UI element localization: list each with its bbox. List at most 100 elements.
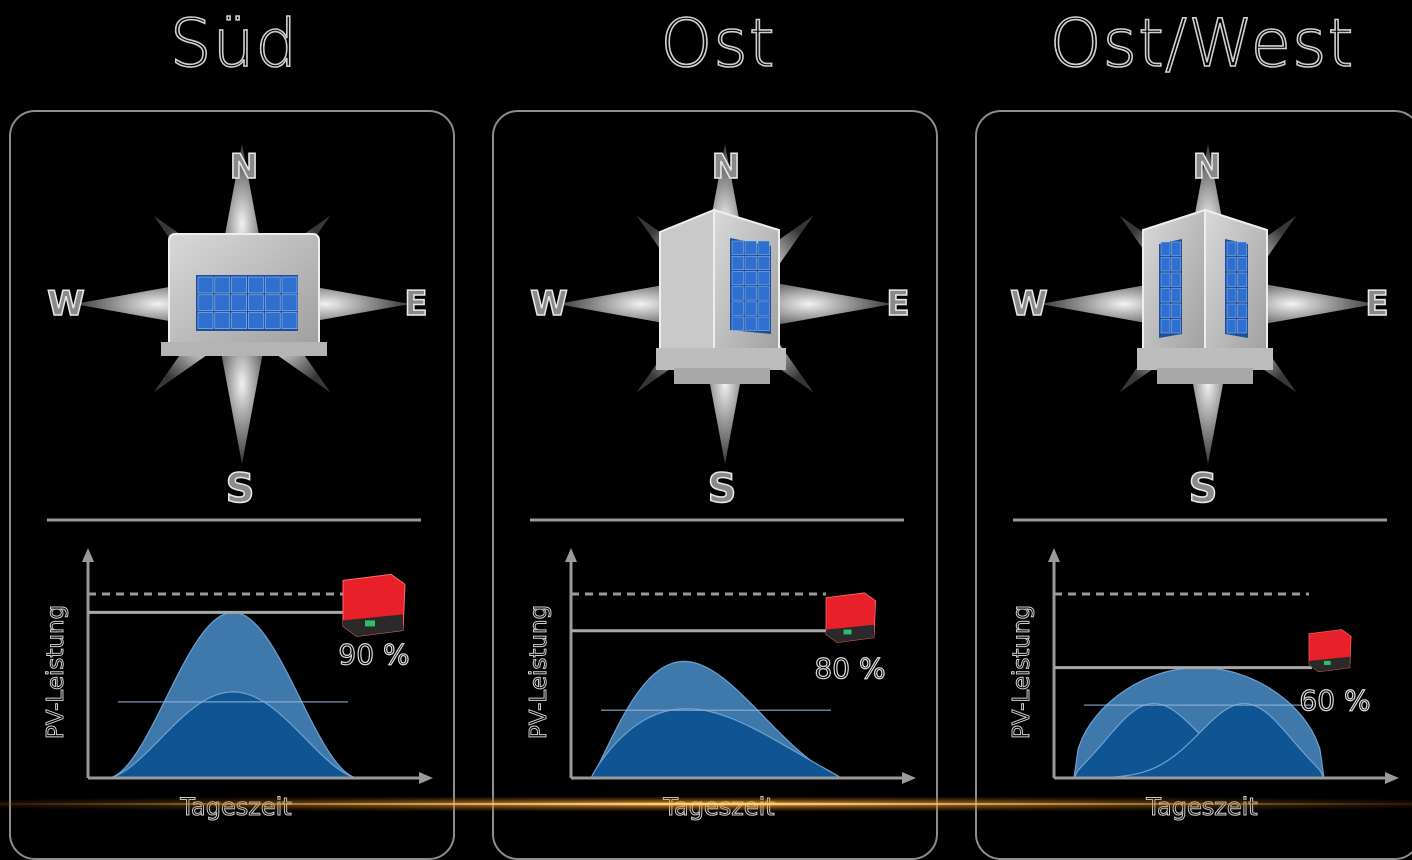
solar-panel [1226,241,1237,256]
y-axis-arrow [1048,548,1060,562]
solar-panel [731,316,744,331]
title-ost: Ost [660,4,776,83]
solar-panel [731,271,744,286]
solar-panel [264,312,281,329]
y-axis-arrow [565,548,577,562]
solar-panel [248,294,264,312]
solar-panel [1226,257,1237,272]
solar-panel [757,271,770,286]
solar-panel [214,312,231,329]
inverter-percent-label: 80 % [814,652,885,685]
house-base [1137,348,1273,370]
solar-panel [197,294,214,312]
compass-north-label: N [712,147,740,187]
title-ost-west: Ost/West [1049,4,1355,83]
panel-ost-west-graphic: N W E S PV-Leistung Tageszeit 60 % [1009,144,1399,822]
solar-panel [214,276,231,294]
title-sued: Süd [169,4,299,83]
solar-panel [231,294,247,312]
solar-panel [757,301,770,316]
x-axis-label: Tageszeit [662,793,774,821]
y-axis-arrow [82,548,94,562]
pv-chart-ost [565,548,916,784]
panel-sued: N W E S PV-Leistung Tageszeit 90 % [9,110,455,860]
solar-panel [214,294,231,312]
solar-panel [744,316,757,331]
inverter-led [843,629,852,635]
compass-west-label: W [1010,284,1048,324]
solar-panel [744,240,757,255]
solar-panel [248,312,264,329]
x-axis-label: Tageszeit [1145,793,1257,821]
solar-panel [731,286,744,301]
solar-panel [231,276,247,294]
compass-south-label: S [226,466,255,512]
compass-east-label: E [1365,284,1388,324]
solar-panel [731,301,744,316]
solar-panel [1160,319,1171,334]
solar-panel [1171,303,1181,318]
solar-panel [1160,272,1171,287]
solar-panel [264,294,281,312]
solar-panel [731,255,744,270]
solar-panel [1226,272,1237,287]
inverter-led [365,620,375,627]
solar-panel [1160,288,1171,303]
compass-east-label: E [886,284,909,324]
compass-west-label: W [47,284,85,324]
inverter-led [1323,660,1331,665]
house-eave [161,342,327,356]
solar-panel [1171,257,1181,272]
solar-panel [744,301,757,316]
compass-south-label: S [1189,466,1218,512]
inverter-percent-label: 90 % [338,638,409,671]
solar-panel [1237,303,1247,318]
compass-sued [74,144,410,464]
solar-panel [1171,288,1181,303]
solar-panel [1237,272,1247,287]
solar-panel [1226,303,1237,318]
inverter-icon [1308,629,1352,673]
solar-panel [757,240,770,255]
compass-ost-west [1040,144,1376,464]
solar-panel [1160,241,1171,256]
solar-panel [197,312,214,329]
x-axis-arrow [1385,772,1399,784]
inverter-percent-label: 60 % [1299,684,1370,717]
pv-curve-base [589,708,844,779]
pv-curve-base [107,691,359,779]
compass-south-label: S [708,466,737,512]
solar-panel [1160,303,1171,318]
house-wall-west [659,208,715,372]
panel-ost-west: N W E S PV-Leistung Tageszeit 60 % [975,110,1412,860]
solar-panel [281,276,298,294]
y-axis-label: PV-Leistung [526,605,552,739]
pv-chart-sued [82,548,433,784]
solar-panel [1171,319,1181,334]
house-foot [674,368,770,384]
horizon-glow-line [0,803,1412,805]
x-axis-arrow [419,772,433,784]
x-axis-arrow [902,772,916,784]
solar-panel [1226,288,1237,303]
solar-panel [1237,241,1247,256]
compass-west-label: W [530,284,568,324]
solar-panel [281,312,298,329]
solar-panel [1226,319,1237,334]
solar-panel [1171,241,1181,256]
solar-panel [744,271,757,286]
solar-panel [757,316,770,331]
panel-sued-graphic: N W E S PV-Leistung Tageszeit 90 % [43,144,433,822]
pv-chart-ost-west [1048,548,1399,784]
y-axis-label: PV-Leistung [43,605,69,739]
solar-panel [1171,272,1181,287]
compass-east-label: E [404,284,427,324]
solar-panel [744,255,757,270]
solar-panel [1237,319,1247,334]
solar-panel [757,255,770,270]
solar-panel [757,286,770,301]
solar-panel [731,240,744,255]
house-foot [1157,368,1253,384]
solar-panel [231,312,247,329]
inverter-icon [825,592,877,643]
